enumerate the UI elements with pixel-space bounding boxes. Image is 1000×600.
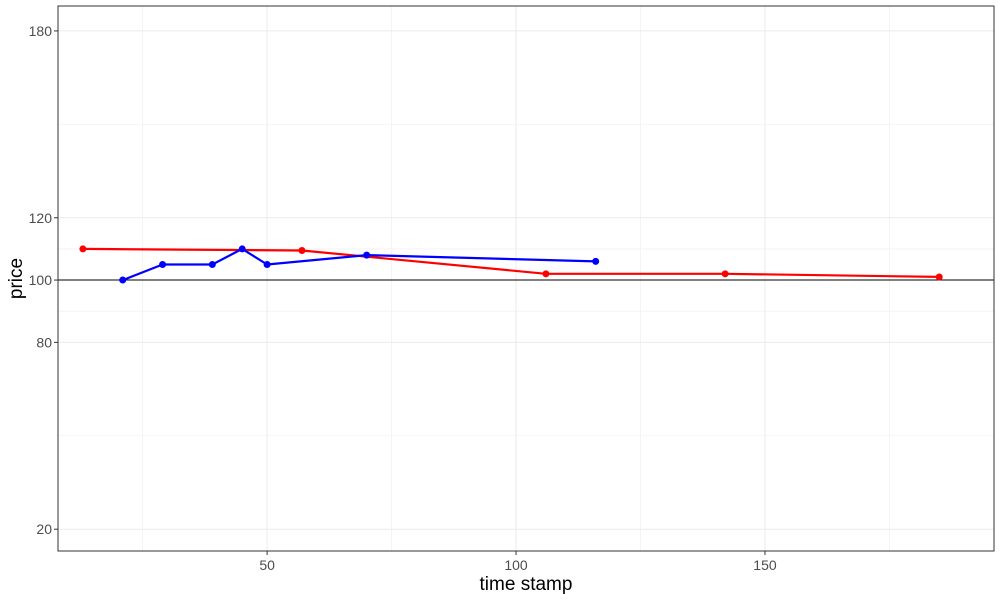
x-tick-label: 50 [259, 557, 275, 573]
series-1-point [542, 270, 550, 278]
y-tick-label: 120 [29, 210, 53, 226]
series-1-point [79, 245, 87, 253]
series-points [79, 245, 943, 284]
y-tick-label: 100 [29, 272, 53, 288]
series-1-point [721, 270, 729, 278]
y-tick-label: 20 [36, 521, 52, 537]
series-1-point [298, 246, 306, 254]
x-axis-ticks: 50 100 150 [259, 551, 777, 573]
y-tick-label: 80 [36, 334, 52, 350]
series-2-point [159, 260, 167, 268]
series-2-point [119, 276, 127, 284]
series-2-point [208, 260, 216, 268]
series-2-point [592, 257, 600, 265]
y-axis-ticks: 20 80 100 120 180 [29, 23, 58, 537]
series-1-point [935, 273, 943, 281]
series-2-point [363, 251, 371, 259]
series-2-point [263, 260, 271, 268]
y-axis-title: price [6, 258, 27, 299]
x-tick-label: 150 [753, 557, 777, 573]
x-tick-label: 100 [504, 557, 528, 573]
series-2-line [122, 247, 596, 282]
major-gridlines [58, 6, 994, 551]
x-axis-title: time stamp [480, 574, 573, 595]
y-tick-label: 180 [29, 23, 53, 39]
series-2-point [238, 245, 246, 253]
plot-panel-border [57, 5, 995, 552]
minor-gridlines [58, 6, 994, 551]
